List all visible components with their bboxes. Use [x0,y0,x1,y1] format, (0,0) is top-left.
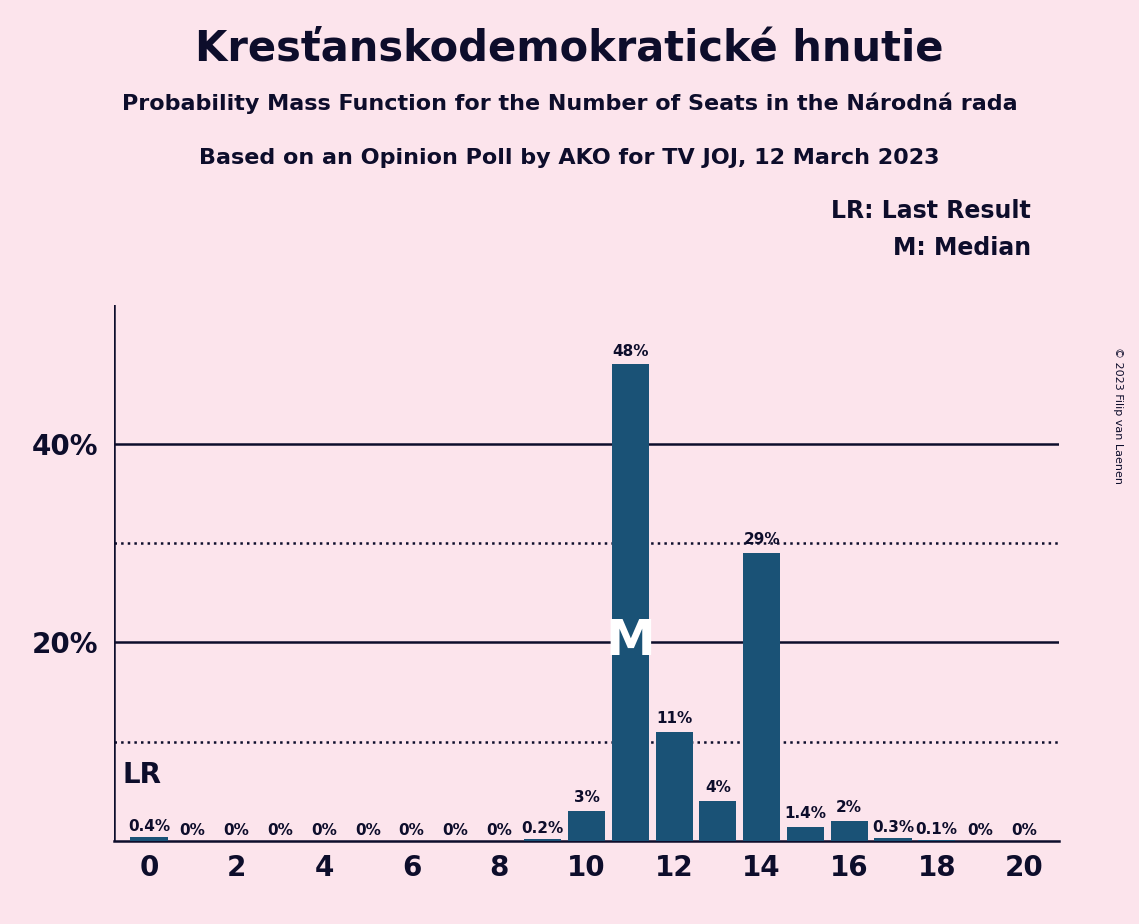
Bar [787,827,823,841]
Bar [743,553,780,841]
Text: M: Median: M: Median [893,236,1031,260]
Bar [130,837,167,841]
Text: LR: Last Result: LR: Last Result [831,199,1031,223]
Bar [568,811,605,841]
Text: Based on an Opinion Poll by AKO for TV JOJ, 12 March 2023: Based on an Opinion Poll by AKO for TV J… [199,148,940,168]
Text: 4%: 4% [705,780,731,796]
Text: © 2023 Filip van Laenen: © 2023 Filip van Laenen [1114,347,1123,484]
Text: 0.2%: 0.2% [522,821,564,836]
Text: 1.4%: 1.4% [785,806,827,821]
Text: 48%: 48% [612,344,648,359]
Bar [612,364,649,841]
Text: 0.4%: 0.4% [128,819,170,833]
Text: 0%: 0% [268,823,293,838]
Text: 0%: 0% [1011,823,1038,838]
Bar [875,838,911,841]
Bar [830,821,868,841]
Text: 0%: 0% [223,823,249,838]
Bar [656,732,693,841]
Text: LR: LR [123,761,162,789]
Text: 29%: 29% [744,532,780,547]
Text: Probability Mass Function for the Number of Seats in the Národná rada: Probability Mass Function for the Number… [122,92,1017,114]
Text: 0%: 0% [486,823,513,838]
Text: 0%: 0% [355,823,380,838]
Text: Kresťanskodemokratické hnutie: Kresťanskodemokratické hnutie [195,28,944,69]
Bar [524,839,562,841]
Text: 0.3%: 0.3% [871,820,913,835]
Text: 2%: 2% [836,800,862,815]
Bar [699,801,737,841]
Bar [918,840,956,841]
Text: 0%: 0% [442,823,468,838]
Text: 0%: 0% [180,823,206,838]
Text: M: M [606,616,655,664]
Text: 0%: 0% [311,823,337,838]
Text: 0.1%: 0.1% [916,821,958,837]
Text: 0%: 0% [967,823,993,838]
Text: 0%: 0% [399,823,425,838]
Text: 3%: 3% [574,790,599,805]
Text: 11%: 11% [656,711,693,725]
